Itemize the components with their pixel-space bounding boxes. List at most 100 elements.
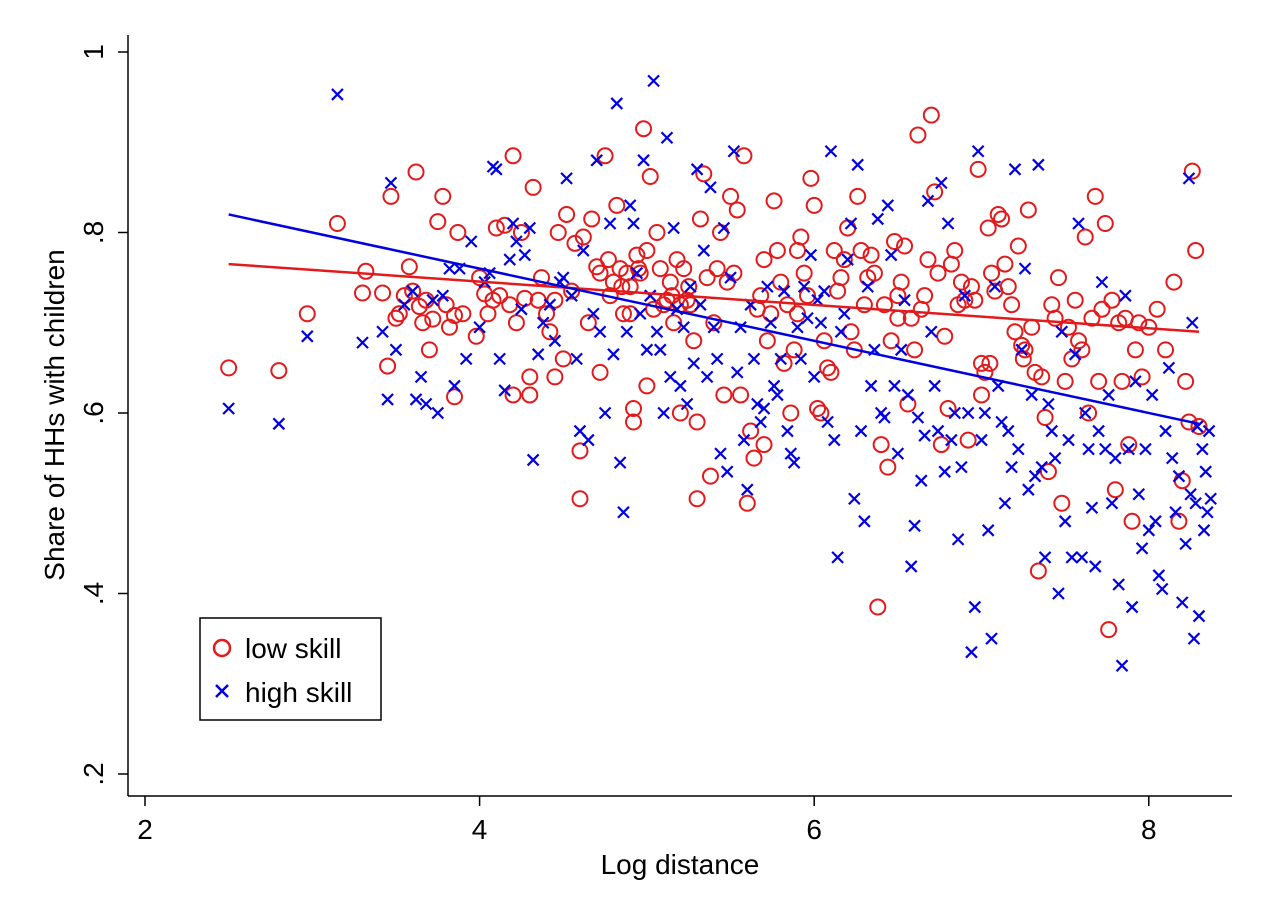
point-low-skill bbox=[357, 262, 375, 280]
point-low-skill bbox=[1086, 187, 1104, 205]
point-low-skill bbox=[691, 210, 709, 228]
point-high-skill bbox=[981, 524, 995, 537]
point-high-skill bbox=[757, 402, 771, 415]
point-low-skill bbox=[715, 386, 733, 404]
point-low-skill bbox=[996, 255, 1014, 273]
legend-label-low-skill: low skill bbox=[245, 633, 341, 664]
point-low-skill bbox=[1113, 372, 1131, 390]
point-high-skill bbox=[687, 357, 701, 370]
point-high-skill bbox=[640, 343, 654, 357]
point-high-skill bbox=[797, 280, 811, 293]
point-low-skill bbox=[501, 296, 519, 314]
point-low-skill bbox=[1049, 269, 1067, 287]
point-low-skill bbox=[1190, 418, 1208, 436]
point-low-skill bbox=[614, 305, 632, 323]
point-high-skill bbox=[1099, 442, 1112, 456]
point-high-skill bbox=[1078, 406, 1092, 420]
point-high-skill bbox=[623, 199, 637, 212]
point-high-skill bbox=[918, 429, 931, 442]
point-high-skill bbox=[464, 235, 478, 248]
point-low-skill bbox=[504, 386, 522, 404]
point-high-skill bbox=[717, 221, 731, 235]
point-low-skill bbox=[849, 187, 867, 205]
point-low-skill bbox=[1106, 481, 1124, 499]
point-high-skill bbox=[1196, 442, 1209, 456]
point-high-skill bbox=[1102, 388, 1115, 402]
point-high-skill bbox=[1109, 451, 1122, 465]
point-low-skill bbox=[809, 399, 827, 417]
point-low-skill bbox=[929, 264, 947, 282]
point-low-skill bbox=[638, 242, 656, 260]
y-tick-label: .8 bbox=[78, 221, 109, 244]
point-high-skill bbox=[1159, 424, 1172, 438]
point-low-skill bbox=[549, 224, 567, 241]
point-low-skill bbox=[546, 291, 564, 309]
point-low-skill bbox=[795, 264, 813, 282]
point-low-skill bbox=[969, 160, 987, 178]
point-low-skill bbox=[755, 251, 773, 269]
point-high-skill bbox=[590, 154, 603, 167]
point-high-skill bbox=[978, 406, 992, 420]
point-low-skill bbox=[1033, 368, 1051, 386]
y-tick-label: .2 bbox=[78, 762, 109, 785]
point-low-skill bbox=[738, 494, 756, 512]
y-ticks: .2 .4 .6 .8 1 bbox=[78, 44, 128, 786]
point-low-skill bbox=[939, 399, 957, 417]
point-high-skill bbox=[548, 334, 562, 348]
point-high-skill bbox=[1179, 537, 1192, 551]
point-high-skill bbox=[1122, 442, 1136, 456]
point-low-skill bbox=[449, 224, 467, 241]
point-low-skill bbox=[591, 363, 609, 381]
point-high-skill bbox=[851, 158, 864, 172]
point-low-skill bbox=[758, 332, 776, 350]
point-low-skill bbox=[735, 147, 753, 165]
legend-marker-high-skill bbox=[215, 684, 229, 698]
point-low-skill bbox=[1059, 318, 1077, 336]
point-high-skill bbox=[1052, 587, 1065, 600]
fit-line-high-skill bbox=[228, 213, 1200, 426]
point-high-skill bbox=[684, 280, 697, 293]
legend-marker-low-skill bbox=[212, 638, 232, 658]
point-low-skill bbox=[835, 251, 853, 269]
point-low-skill bbox=[886, 233, 904, 251]
point-high-skill bbox=[787, 456, 801, 469]
point-low-skill bbox=[504, 147, 522, 165]
point-low-skill bbox=[596, 147, 614, 165]
point-high-skill bbox=[593, 325, 607, 339]
point-high-skill bbox=[1135, 542, 1149, 555]
point-low-skill bbox=[912, 300, 930, 318]
point-high-skill bbox=[448, 379, 461, 393]
point-low-skill bbox=[1187, 242, 1205, 260]
point-low-skill bbox=[832, 269, 850, 287]
point-low-skill bbox=[1083, 309, 1101, 327]
point-high-skill bbox=[1186, 316, 1199, 330]
point-low-skill bbox=[641, 168, 659, 186]
point-high-skill bbox=[801, 311, 814, 325]
point-low-skill bbox=[1093, 300, 1111, 318]
point-high-skill bbox=[664, 370, 677, 384]
point-low-skill bbox=[454, 305, 472, 323]
point-high-skill bbox=[409, 393, 423, 406]
point-low-skill bbox=[805, 196, 823, 214]
point-high-skill bbox=[908, 519, 921, 533]
point-high-skill bbox=[1112, 578, 1125, 591]
point-high-skill bbox=[901, 388, 915, 402]
point-low-skill bbox=[491, 287, 509, 305]
point-high-skill bbox=[1152, 569, 1166, 582]
point-low-skill bbox=[802, 169, 820, 187]
point-low-skill bbox=[487, 219, 505, 237]
point-low-skill bbox=[722, 187, 740, 205]
point-low-skill bbox=[379, 357, 397, 375]
point-high-skill bbox=[523, 221, 537, 235]
point-low-skill bbox=[865, 264, 883, 282]
point-low-skill bbox=[621, 278, 639, 296]
point-high-skill bbox=[720, 465, 734, 478]
x-tick-label: 4 bbox=[472, 814, 488, 845]
point-high-skill bbox=[577, 244, 590, 257]
point-low-skill bbox=[1090, 372, 1108, 390]
point-low-skill bbox=[1013, 336, 1031, 354]
point-high-skill bbox=[965, 645, 978, 659]
point-high-skill bbox=[510, 235, 523, 248]
point-high-skill bbox=[1062, 433, 1075, 447]
point-high-skill bbox=[1132, 487, 1146, 501]
